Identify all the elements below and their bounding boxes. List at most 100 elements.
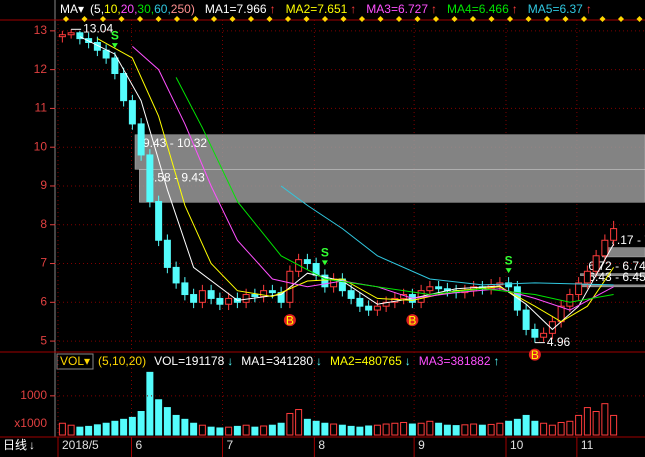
volume-bar: [522, 414, 530, 436]
candle-body: [207, 290, 215, 299]
volume-bar: [225, 426, 233, 436]
band-label: 9.43 - 10.32: [143, 136, 207, 150]
volume-header: VOL▾ (5,10,20) VOL=191178 ↓ MA1=341280 ↓ MA2=4…: [60, 354, 500, 368]
event-marker: [470, 16, 476, 22]
y-tick-label: 10: [34, 139, 48, 153]
indicator-name[interactable]: VOL▾: [60, 354, 90, 368]
event-marker: [359, 16, 365, 22]
ma-line: [97, 38, 615, 323]
volume-bar: [426, 420, 434, 436]
signal: B: [283, 313, 296, 327]
legend-separator: =: [472, 2, 479, 16]
volume-bar: [128, 416, 136, 436]
y-tick-label: 1000: [20, 388, 47, 402]
candle-body: [592, 255, 600, 272]
legend-name: MA2: [330, 354, 355, 368]
volume-bar: [321, 422, 329, 436]
candle-body: [426, 286, 434, 292]
candle-body: [216, 297, 224, 305]
y-tick-label: 11: [35, 101, 48, 115]
signal-label: S: [111, 28, 119, 42]
volume-bar: [137, 411, 145, 436]
candle-body: [120, 73, 128, 102]
event-marker: [211, 16, 217, 22]
legend-name: VOL: [154, 354, 178, 368]
indicator-box[interactable]: [56, 353, 94, 370]
candle-body: [198, 290, 206, 303]
signal-arrow: [111, 43, 118, 49]
y-tick-label: 8: [40, 217, 47, 231]
candle-body: [128, 100, 136, 125]
volume-bar: [461, 424, 469, 436]
indicator-param: (5,10,20): [98, 354, 146, 368]
candle-body: [163, 239, 171, 268]
legend-separator: =: [355, 354, 362, 368]
ma-line: [132, 46, 614, 311]
volume-bar: [338, 424, 346, 436]
y-tick-label: 5: [40, 333, 47, 347]
legend-separator: =: [266, 354, 273, 368]
candle-body: [522, 309, 530, 330]
y-tick-label: 13: [34, 23, 48, 37]
candle-body: [111, 57, 119, 75]
ma-line: [175, 77, 614, 303]
legend-value: 191178: [185, 354, 224, 368]
signal-badge: [283, 314, 296, 327]
candle-body: [610, 228, 618, 241]
volume-bar: [330, 423, 338, 436]
price-band: [580, 273, 645, 276]
candle-body: [601, 239, 609, 257]
legend-trend: ↑: [586, 2, 592, 16]
candle-body: [347, 290, 355, 299]
volume-bar: [111, 420, 119, 436]
volume-bar: [120, 418, 128, 436]
y-tick-label: 7: [40, 256, 47, 270]
volume-bar: [391, 422, 399, 436]
volume-bar: [312, 420, 320, 436]
candle-body: [435, 286, 443, 290]
volume-bar: [146, 371, 154, 436]
volume-bar: [478, 424, 486, 436]
indicator-name[interactable]: MA▾: [60, 2, 84, 16]
volume-bar: [417, 422, 425, 436]
volume-bar: [251, 426, 259, 436]
signal: S: [321, 246, 329, 266]
period-label: 日线: [3, 438, 27, 452]
indicator-param: 60,: [154, 2, 171, 16]
legend-trend: ↓: [227, 354, 233, 368]
legend-trend: ↓: [316, 354, 322, 368]
event-marker: [266, 16, 273, 22]
volume-bar: [216, 427, 224, 436]
volume-bar: [347, 425, 355, 436]
event-marker: [581, 16, 587, 22]
event-marker: [155, 16, 162, 22]
band-label: 7.17 - 7.41: [610, 233, 645, 247]
volume-bar: [67, 424, 75, 436]
candle-body: [146, 154, 154, 202]
candle-body: [365, 305, 373, 311]
volume-bar: [102, 422, 110, 436]
event-marker: [599, 16, 606, 22]
price-band: [139, 169, 645, 203]
candle-body: [76, 32, 84, 40]
x-tick-label: 11: [581, 438, 594, 452]
event-marker: [322, 16, 328, 22]
legend-value: 480765: [362, 354, 402, 368]
candle-body: [102, 49, 110, 59]
signal: S: [505, 253, 513, 274]
event-marker: [285, 16, 291, 22]
indicator-param: 250): [171, 2, 195, 16]
candle-body: [566, 294, 574, 307]
band-label: 6.43 - 6.45: [588, 270, 645, 284]
event-marker: [544, 16, 550, 22]
event-marker: [81, 16, 88, 22]
event-marker: [507, 16, 513, 22]
candle-body: [321, 274, 329, 288]
legend-separator: =: [178, 354, 185, 368]
candle-body: [268, 290, 276, 294]
candle-body: [67, 32, 75, 36]
period-selector[interactable]: 日线 ↓: [3, 438, 35, 452]
volume-bar: [557, 421, 565, 436]
